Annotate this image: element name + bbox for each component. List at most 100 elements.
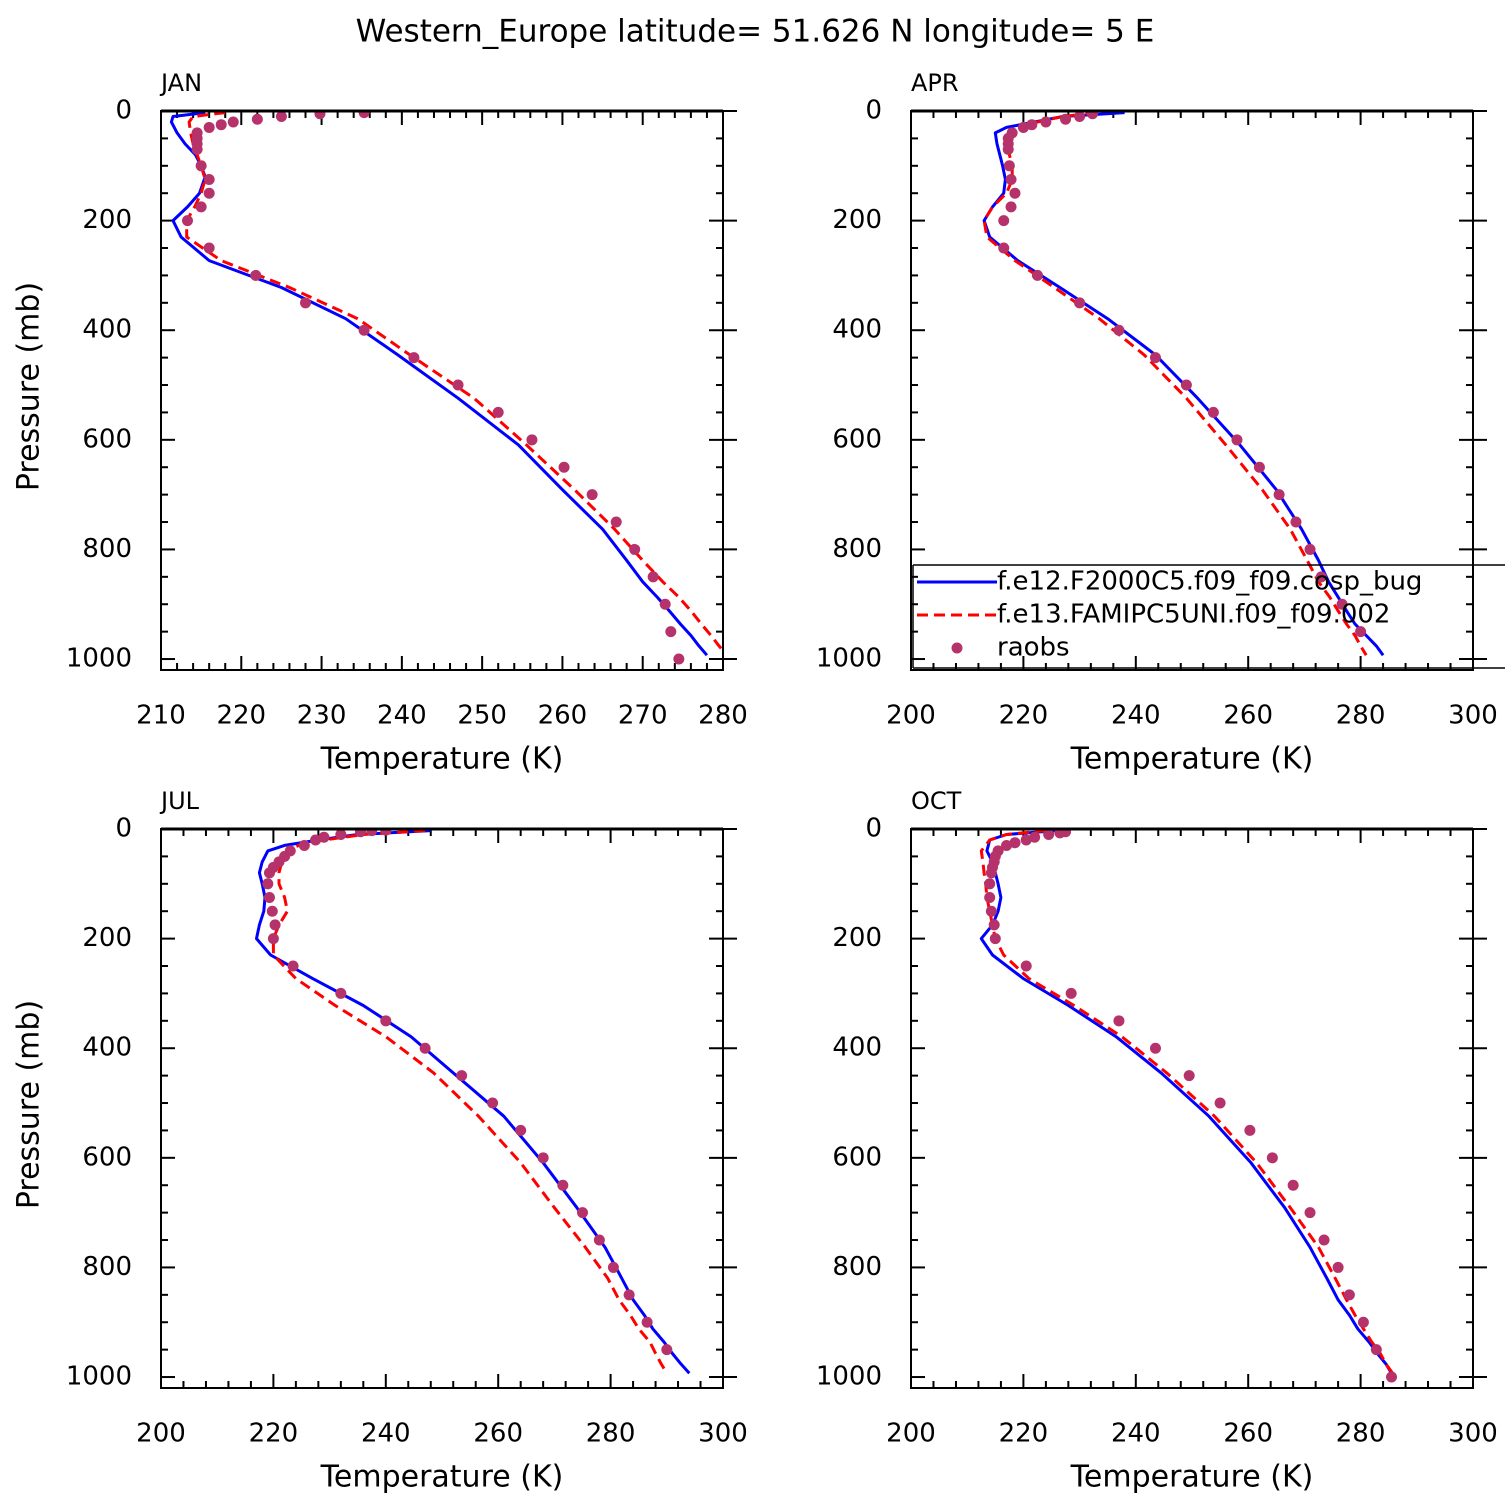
raobs-point [355,829,367,838]
y-tick-label: 1000 [816,1362,882,1392]
raobs-point [1002,143,1014,155]
raobs-point [607,1261,619,1273]
y-tick-label: 200 [82,923,132,953]
raobs-point [647,571,659,583]
panel: APR Temperature (K) 200 220 240 260 280 300 0 200… [816,69,1505,777]
raobs-point [1214,1097,1226,1109]
y-tick-label: 400 [832,1033,882,1063]
x-tick-label: 240 [361,1419,411,1449]
plot-area [979,829,1398,1383]
panel-title: JUL [159,787,200,815]
raobs-point [1009,837,1021,849]
raobs-point [1043,829,1055,840]
y-tick-label: 200 [82,205,132,235]
raobs-point [263,867,275,879]
x-tick-label: 200 [886,1419,936,1449]
raobs-point [191,143,203,155]
raobs-point [1231,434,1243,446]
raobs-point [314,111,326,120]
raobs-point [985,905,997,917]
raobs-point [203,174,215,186]
y-tick-label: 800 [832,534,882,564]
y-tick-label: 800 [82,534,132,564]
legend-marker [951,642,963,654]
x-axis-label: Temperature (K) [1070,742,1314,777]
raobs-point [1355,626,1367,638]
raobs-point [515,1124,527,1136]
raobs-point [998,242,1010,254]
y-tick-label: 600 [832,1142,882,1172]
raobs-point [998,215,1010,227]
raobs-point [665,626,677,638]
raobs-point [275,111,287,122]
raobs-point [1287,1179,1299,1191]
raobs-point [419,1042,431,1054]
raobs-point [985,867,997,879]
raobs-point [1244,1124,1256,1136]
y-tick-label: 200 [832,205,882,235]
raobs-point [1113,324,1125,336]
y-tick-label: 600 [832,424,882,454]
raobs-point [1026,119,1038,131]
raobs-point [1020,960,1032,972]
raobs-point [526,434,538,446]
x-tick-label: 240 [377,701,427,731]
raobs-point [629,543,641,555]
y-tick-label: 0 [865,814,882,844]
raobs-point [358,324,370,336]
raobs-point [203,121,215,133]
y-axis-label: Pressure (mb) [12,282,47,491]
raobs-point [1266,1152,1278,1164]
raobs-point [989,933,1001,945]
panel: JAN Temperature (K) Pressure (mb) 210 220 230… [12,69,748,777]
x-tick-label: 210 [136,701,186,731]
raobs-point [366,829,378,837]
x-tick-label: 220 [249,1419,299,1449]
raobs-point [269,919,281,931]
raobs-point [1009,187,1021,199]
x-tick-label: 240 [1111,1419,1161,1449]
raobs-point [984,892,996,904]
y-tick-label: 200 [832,923,882,953]
raobs-point [1357,1316,1369,1328]
model-line [185,111,723,653]
raobs-point [1253,461,1265,473]
x-tick-label: 200 [136,1419,186,1449]
raobs-point [251,113,263,125]
raobs-point [492,406,504,418]
raobs-point [537,1152,549,1164]
raobs-point [335,987,347,999]
raobs-point [267,933,279,945]
raobs-point [1113,1015,1125,1027]
raobs-point [1040,116,1052,128]
raobs-point [380,1015,392,1027]
raobs-point [1060,113,1072,125]
raobs-point [1065,987,1077,999]
raobs-point [408,352,420,364]
raobs-point [1183,1070,1195,1082]
y-tick-label: 800 [82,1252,132,1282]
raobs-point [1273,489,1285,501]
x-tick-label: 260 [1223,1419,1273,1449]
raobs-point [1386,1371,1398,1383]
y-tick-label: 0 [865,96,882,126]
raobs-point [318,831,330,843]
model-line [271,829,669,1374]
raobs-point [181,215,193,227]
raobs-point [1149,1042,1161,1054]
y-tick-label: 1000 [66,1362,132,1392]
panel-title: JAN [159,69,202,97]
x-tick-label: 300 [698,1419,748,1449]
panel: OCT Temperature (K) 200 220 240 260 280 300 0 200… [816,787,1498,1495]
x-tick-label: 200 [886,701,936,731]
raobs-point [1290,516,1302,528]
x-axis-label: Temperature (K) [320,742,564,777]
x-tick-label: 230 [297,701,347,731]
raobs-point [456,1070,468,1082]
x-tick-label: 250 [457,701,507,731]
x-tick-label: 260 [538,701,588,731]
raobs-point [577,1207,588,1219]
raobs-point [298,839,310,851]
raobs-point [988,919,1000,931]
